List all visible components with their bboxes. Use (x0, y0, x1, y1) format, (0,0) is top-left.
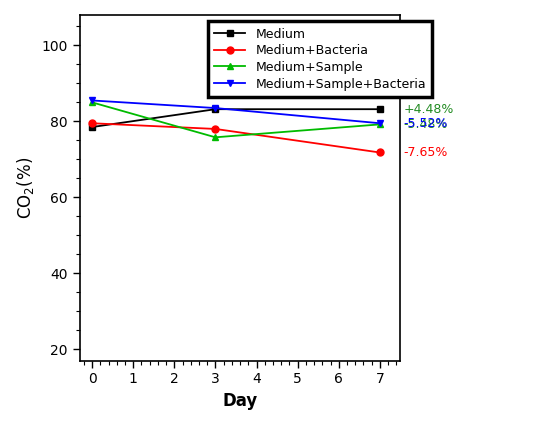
Text: -5.48%: -5.48% (404, 118, 448, 131)
Text: -7.65%: -7.65% (404, 146, 448, 159)
Medium+Sample+Bacteria (89, 98, 95, 103)
Medium+Sample (376, 122, 383, 127)
Legend: Medium, Medium+Bacteria, Medium+Sample, Medium+Sample+Bacteria: Medium, Medium+Bacteria, Medium+Sample, … (208, 21, 432, 97)
Medium (212, 107, 218, 112)
Line: Medium+Sample: Medium+Sample (89, 99, 383, 141)
Medium+Sample (89, 100, 95, 105)
Line: Medium+Bacteria: Medium+Bacteria (89, 120, 383, 156)
Medium+Bacteria (89, 121, 95, 126)
X-axis label: Day: Day (223, 392, 258, 410)
Text: -5.52%: -5.52% (404, 117, 448, 130)
Medium+Bacteria (376, 150, 383, 155)
Text: +4.48%: +4.48% (404, 103, 454, 116)
Line: Medium+Sample+Bacteria: Medium+Sample+Bacteria (89, 97, 383, 127)
Line: Medium: Medium (89, 106, 383, 130)
Medium+Sample+Bacteria (376, 121, 383, 126)
Medium (89, 125, 95, 130)
Y-axis label: CO$_2$(%): CO$_2$(%) (15, 157, 36, 219)
Medium (376, 107, 383, 112)
Medium+Sample+Bacteria (212, 105, 218, 111)
Medium+Sample (212, 135, 218, 140)
Medium+Bacteria (212, 126, 218, 131)
